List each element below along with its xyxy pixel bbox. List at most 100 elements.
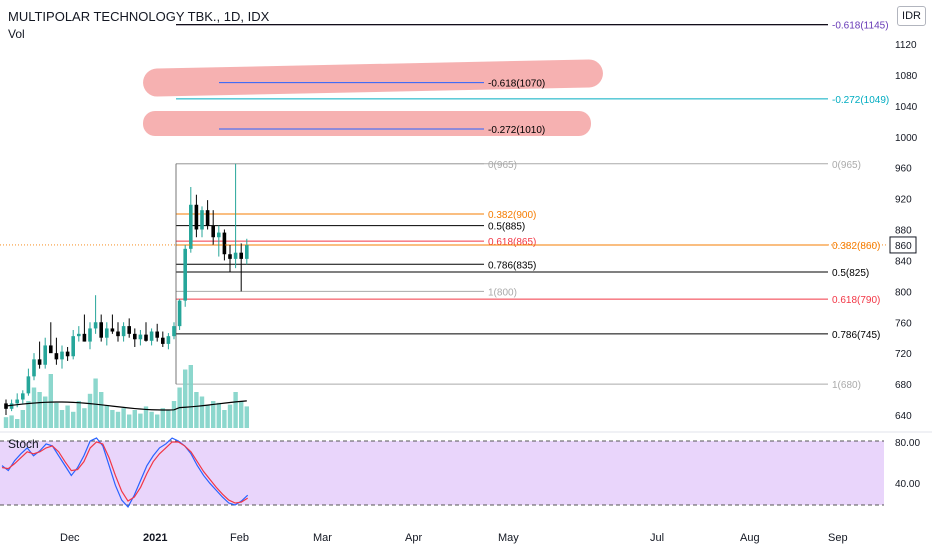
- volume-bar: [205, 405, 210, 428]
- price-tick-label: 800: [895, 287, 912, 298]
- volume-bar: [115, 411, 121, 428]
- fib-level-label: 0.382(900): [488, 210, 536, 221]
- volume-bar: [9, 415, 14, 428]
- candle-body: [43, 345, 47, 365]
- volume-bar: [76, 401, 81, 428]
- stoch-d-line: [1, 441, 249, 504]
- volume-bar: [138, 413, 143, 428]
- volume-bar: [110, 410, 115, 428]
- volume-bar: [15, 419, 20, 428]
- fib-level-label: -0.272(1049): [832, 95, 889, 106]
- highlight-stroke: [143, 59, 603, 97]
- symbol-title: MULTIPOLAR TECHNOLOGY TBK., 1D, IDX: [8, 9, 270, 24]
- candle-body: [172, 326, 176, 337]
- last-price-label: 860: [895, 241, 912, 252]
- volume-bar: [99, 392, 104, 428]
- candle-body: [183, 248, 187, 301]
- candle-body: [177, 300, 182, 327]
- candle-body: [77, 333, 81, 337]
- candle-body: [71, 336, 75, 357]
- time-tick-label: Apr: [405, 532, 422, 544]
- time-tick-label: Sep: [828, 532, 848, 544]
- candle-body: [37, 359, 42, 365]
- fib-level-label: 0(965): [832, 160, 861, 171]
- volume-bar: [132, 410, 137, 428]
- volume-bar: [227, 404, 233, 428]
- price-tick-label: 640: [895, 411, 912, 422]
- stoch-k-line: [1, 437, 249, 509]
- volume-bar: [48, 374, 53, 428]
- volume-bar: [87, 393, 93, 428]
- candle-body: [88, 328, 92, 342]
- price-tick-label: 1120: [895, 40, 917, 51]
- volume-bar: [104, 405, 109, 428]
- volume-bar: [183, 369, 188, 428]
- candle-body: [239, 252, 243, 259]
- last-price-marker: [889, 236, 917, 254]
- price-tick-label: 960: [895, 164, 912, 175]
- volume-bar: [43, 396, 48, 428]
- candle-body: [54, 353, 59, 360]
- volume-bar: [26, 401, 31, 428]
- price-tick-label: 1040: [895, 102, 918, 113]
- time-tick-label: Aug: [740, 532, 760, 544]
- candle-body: [161, 337, 165, 344]
- price-tick-label: 760: [895, 318, 912, 329]
- volume-bar: [194, 392, 199, 428]
- stoch-label: Stoch: [8, 437, 39, 451]
- fib-level-label: 0.5(825): [832, 268, 869, 279]
- volume-bar: [127, 414, 132, 428]
- fib-level-label: -0.272(1010): [488, 125, 545, 136]
- volume-bar: [160, 408, 165, 428]
- candle-body: [245, 244, 249, 259]
- fib-level-label: 0(965): [488, 160, 517, 171]
- volume-bar: [211, 401, 216, 428]
- candle-body: [138, 334, 143, 340]
- stoch-tick-label: 40.00: [895, 479, 920, 490]
- volume-bar: [233, 392, 238, 428]
- candle-body: [121, 326, 126, 337]
- candle-body: [105, 328, 109, 338]
- fib-level-label: 0.786(835): [488, 260, 536, 271]
- volume-bar: [199, 396, 205, 428]
- volume-bar: [166, 410, 171, 428]
- volume-bar: [65, 405, 70, 428]
- price-tick-label: 720: [895, 349, 912, 360]
- volume-bar: [37, 392, 42, 428]
- fib-level-label: -0.618(1145): [832, 21, 889, 32]
- volume-bar: [216, 402, 221, 428]
- currency-button[interactable]: IDR: [897, 6, 926, 26]
- volume-ma-line: [5, 400, 247, 411]
- candle-body: [4, 403, 8, 409]
- volume-label: Vol: [8, 27, 25, 41]
- price-tick-label: 840: [895, 256, 912, 267]
- time-tick-label: Mar: [313, 532, 332, 544]
- time-tick-label: Jul: [650, 532, 664, 544]
- price-tick-label: 680: [895, 380, 912, 391]
- candle-body: [21, 393, 25, 400]
- volume-bar: [171, 401, 177, 428]
- volume-bar: [93, 378, 98, 428]
- candle-body: [200, 210, 204, 230]
- volume-bar: [155, 414, 160, 428]
- price-tick-label: 1080: [895, 71, 918, 82]
- volume-bar: [20, 410, 25, 428]
- volume-bar: [3, 417, 9, 428]
- candle-body: [82, 333, 87, 342]
- candle-body: [99, 322, 103, 338]
- time-tick-label: 2021: [143, 532, 167, 544]
- fib-level-label: 0.786(745): [832, 330, 880, 341]
- price-tick-label: 880: [895, 226, 912, 237]
- volume-bar: [239, 401, 244, 428]
- candle-body: [15, 399, 19, 404]
- fib-level-label: 1(680): [832, 380, 861, 391]
- volume-bar: [149, 411, 154, 428]
- candle-body: [222, 232, 227, 255]
- volume-bar: [188, 365, 193, 428]
- volume-bar: [82, 408, 87, 428]
- candle-body: [110, 328, 115, 332]
- candle-body: [49, 345, 53, 354]
- candle-body: [194, 204, 199, 230]
- volume-bar: [59, 410, 65, 428]
